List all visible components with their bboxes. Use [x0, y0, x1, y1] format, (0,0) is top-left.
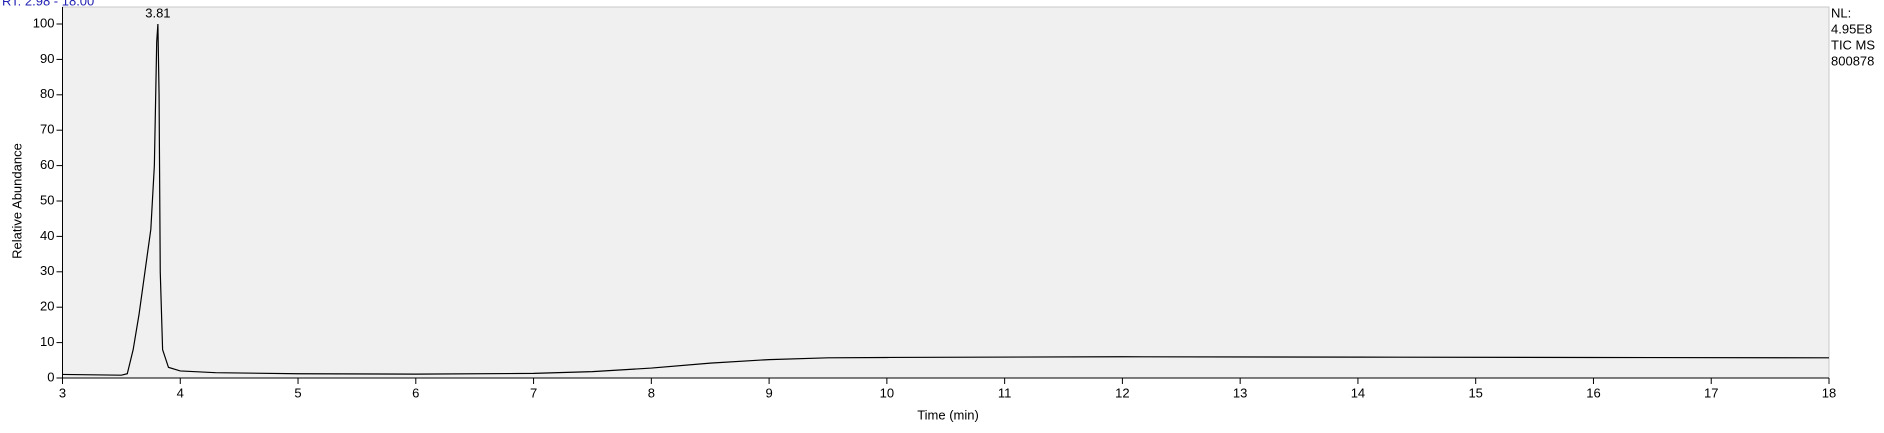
- annotation: NL:: [1831, 5, 1851, 20]
- y-tick-label: 90: [40, 51, 54, 66]
- y-tick-label: 60: [40, 157, 54, 172]
- plot-background: [62, 6, 1830, 379]
- annotation: 800878: [1831, 53, 1874, 68]
- y-tick-label: 40: [40, 228, 54, 243]
- x-tick-label: 4: [177, 385, 184, 400]
- y-tick-label: 100: [33, 15, 55, 30]
- x-tick-label: 14: [1351, 385, 1365, 400]
- x-axis-label: Time (min): [917, 407, 979, 422]
- y-tick-label: 20: [40, 299, 54, 314]
- x-tick-label: 17: [1704, 385, 1718, 400]
- y-tick-label: 80: [40, 86, 54, 101]
- x-tick-label: 5: [294, 385, 301, 400]
- x-tick-label: 18: [1822, 385, 1836, 400]
- y-tick-label: 10: [40, 334, 54, 349]
- y-tick-label: 0: [47, 369, 54, 384]
- x-tick-label: 7: [530, 385, 537, 400]
- x-tick-label: 9: [765, 385, 772, 400]
- x-tick-label: 13: [1233, 385, 1247, 400]
- x-tick-label: 6: [412, 385, 419, 400]
- x-tick-label: 15: [1468, 385, 1482, 400]
- y-tick-label: 30: [40, 263, 54, 278]
- y-axis-label: Relative Abundance: [9, 143, 24, 259]
- y-tick-label: 70: [40, 122, 54, 137]
- x-tick-label: 11: [998, 385, 1012, 400]
- y-tick-label: 50: [40, 192, 54, 207]
- peak-label: 3.81: [145, 5, 170, 20]
- x-tick-label: 16: [1586, 385, 1600, 400]
- x-tick-label: 8: [648, 385, 655, 400]
- x-tick-label: 10: [880, 385, 894, 400]
- trace: [62, 23, 1830, 376]
- annotation: TIC MS: [1831, 37, 1875, 52]
- x-tick-label: 12: [1115, 385, 1129, 400]
- x-tick-label: 3: [59, 385, 66, 400]
- chart-title: RT: 2.98 - 18.00: [2, 0, 94, 8]
- annotation: 4.95E8: [1831, 21, 1872, 36]
